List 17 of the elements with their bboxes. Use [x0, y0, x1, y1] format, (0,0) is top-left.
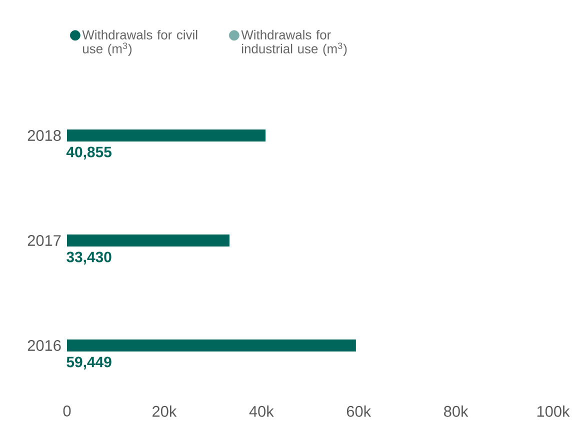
legend-label: Withdrawals for civil use (m$^{3}$) — [82, 30, 198, 56]
y-tick-label: 2017 — [28, 235, 61, 246]
data-label: 40,855 — [66, 146, 112, 160]
y-tick-label: 2018 — [28, 130, 61, 141]
x-tick-label: 100k — [537, 406, 570, 417]
bar — [67, 234, 230, 247]
data-label: 59,449 — [66, 356, 112, 370]
x-tick-label: 20k — [152, 406, 177, 417]
bar — [67, 340, 356, 352]
x-tick-label: 80k — [444, 406, 468, 417]
y-tick-label: 2016 — [28, 340, 61, 351]
bar — [67, 130, 266, 142]
x-tick-label: 40k — [249, 406, 274, 417]
x-tick-label: 0 — [63, 406, 71, 416]
x-tick-label: 60k — [346, 406, 372, 417]
data-label: 33,430 — [66, 252, 112, 264]
legend-label: Withdrawals for industrial use (m$^{3}$) — [241, 30, 347, 56]
